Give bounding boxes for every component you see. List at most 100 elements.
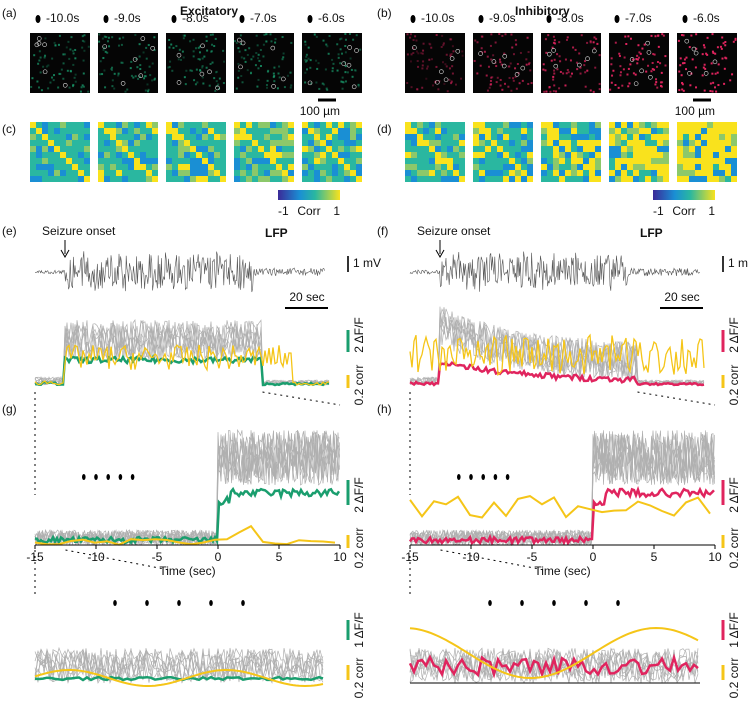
matrix-cell bbox=[72, 128, 78, 134]
panel-label: (f) bbox=[377, 224, 388, 238]
matrix-cell bbox=[553, 152, 559, 158]
pixel bbox=[490, 76, 493, 79]
pixel bbox=[717, 63, 720, 66]
matrix-cell bbox=[571, 176, 577, 182]
pixel bbox=[507, 85, 510, 88]
roi bbox=[712, 59, 718, 65]
pixel bbox=[31, 77, 34, 80]
matrix-cell bbox=[208, 176, 214, 182]
matrix-cell bbox=[104, 140, 110, 146]
pixel bbox=[586, 41, 589, 44]
matrix-cell bbox=[42, 152, 48, 158]
x-axis-label: Time (sec) bbox=[159, 564, 215, 578]
pixel bbox=[331, 67, 334, 70]
matrix-cell bbox=[609, 122, 615, 128]
matrix-cell bbox=[583, 176, 589, 182]
pixel bbox=[450, 80, 453, 83]
signal-label: LFP bbox=[640, 226, 663, 240]
matrix-cell bbox=[621, 128, 627, 134]
pixel bbox=[104, 86, 107, 89]
pixel bbox=[305, 53, 308, 56]
pixel bbox=[449, 53, 452, 56]
pixel bbox=[729, 79, 732, 82]
matrix-cell bbox=[146, 152, 152, 158]
corr-trace bbox=[34, 524, 336, 546]
pixel bbox=[422, 42, 425, 45]
matrix-cell bbox=[172, 140, 178, 146]
matrix-cell bbox=[282, 152, 288, 158]
dot bbox=[616, 600, 620, 606]
pixel bbox=[724, 40, 727, 43]
corr-trace bbox=[409, 333, 705, 376]
matrix-cell bbox=[497, 134, 503, 140]
matrix-cell bbox=[72, 176, 78, 182]
matrix-cell bbox=[521, 140, 527, 146]
roi bbox=[42, 69, 48, 75]
pixel bbox=[149, 74, 152, 77]
matrix-cell bbox=[308, 134, 314, 140]
matrix-cell bbox=[48, 128, 54, 134]
pixel bbox=[62, 77, 65, 80]
colorbar-label: 1 bbox=[333, 204, 340, 218]
matrix-cell bbox=[527, 158, 533, 164]
matrix-cell bbox=[515, 140, 521, 146]
matrix-cell bbox=[453, 146, 459, 152]
roi bbox=[307, 80, 313, 86]
matrix-cell bbox=[196, 134, 202, 140]
roi bbox=[176, 80, 182, 85]
matrix-cell bbox=[435, 164, 441, 170]
pixel bbox=[643, 43, 646, 46]
pixel bbox=[183, 76, 186, 79]
roi bbox=[412, 45, 417, 50]
matrix-cell bbox=[491, 176, 497, 182]
pixel bbox=[409, 33, 412, 36]
matrix-cell bbox=[48, 170, 54, 176]
pixel bbox=[256, 85, 259, 88]
matrix-cell bbox=[725, 176, 731, 182]
matrix-cell bbox=[527, 146, 533, 152]
matrix-cell bbox=[84, 140, 90, 146]
matrix-cell bbox=[645, 158, 651, 164]
pixel bbox=[49, 81, 52, 84]
pixel bbox=[101, 37, 104, 40]
matrix-cell bbox=[184, 146, 190, 152]
matrix-cell bbox=[202, 134, 208, 140]
matrix-cell bbox=[184, 164, 190, 170]
pixel bbox=[44, 37, 47, 40]
pixel bbox=[136, 66, 139, 69]
roi bbox=[36, 36, 42, 41]
matrix-cell bbox=[172, 128, 178, 134]
matrix-cell bbox=[621, 122, 627, 128]
matrix-cell bbox=[66, 164, 72, 170]
scale-bar-label: 100 µm bbox=[300, 104, 340, 118]
matrix-cell bbox=[435, 158, 441, 164]
pixel bbox=[344, 65, 347, 68]
pixel bbox=[198, 45, 201, 48]
pixel bbox=[81, 46, 84, 49]
matrix-cell bbox=[503, 152, 509, 158]
matrix-cell bbox=[178, 170, 184, 176]
matrix-cell bbox=[565, 122, 571, 128]
matrix-cell bbox=[411, 158, 417, 164]
matrix-cell bbox=[302, 170, 308, 176]
matrix-cell bbox=[731, 176, 737, 182]
matrix-cell bbox=[583, 140, 589, 146]
matrix-cell bbox=[190, 176, 196, 182]
matrix-cell bbox=[553, 176, 559, 182]
roi bbox=[435, 79, 440, 85]
pixel bbox=[344, 51, 347, 54]
pixel bbox=[412, 39, 415, 42]
matrix-cell bbox=[344, 140, 350, 146]
pixel bbox=[72, 52, 75, 55]
mean-trace bbox=[34, 486, 341, 546]
pixel bbox=[80, 86, 83, 89]
matrix-cell bbox=[621, 146, 627, 152]
roi bbox=[132, 57, 138, 62]
matrix-cell bbox=[220, 152, 226, 158]
pixel bbox=[656, 60, 659, 63]
matrix-cell bbox=[344, 122, 350, 128]
matrix-cell bbox=[356, 164, 362, 170]
pixel bbox=[196, 81, 199, 84]
pixel bbox=[307, 46, 310, 49]
pixel bbox=[677, 39, 680, 42]
